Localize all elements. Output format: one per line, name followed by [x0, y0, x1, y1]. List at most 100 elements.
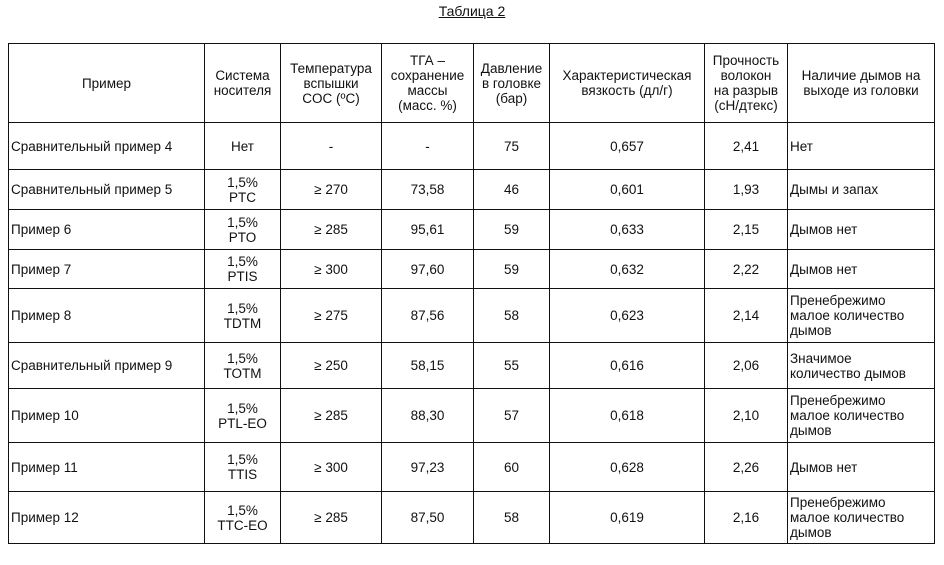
table-row: Пример 71,5%PTIS≥ 30097,60590,6322,22Дым… — [9, 250, 935, 289]
cell-flash-temperature: ≥ 270 — [281, 170, 382, 210]
cell-smoke: Дымов нет — [788, 250, 935, 289]
cell-smoke-line: дымов — [790, 525, 932, 540]
cell-smoke: Дымов нет — [788, 443, 935, 492]
cell-smoke-line: Нет — [790, 139, 932, 154]
cell-strength: 2,22 — [705, 250, 788, 289]
cell-carrier-system-line: 1,5% — [207, 215, 278, 230]
cell-smoke-line: малое количество — [790, 408, 932, 423]
cell-example: Сравнительный пример 5 — [9, 170, 205, 210]
cell-example: Пример 11 — [9, 443, 205, 492]
cell-example: Пример 8 — [9, 289, 205, 343]
cell-smoke-line: Дымы и запах — [790, 182, 932, 197]
cell-example: Сравнительный пример 9 — [9, 343, 205, 389]
cell-flash-temperature: ≥ 285 — [281, 210, 382, 250]
cell-carrier-system-line: TOTM — [207, 366, 278, 381]
cell-pressure: 58 — [474, 289, 550, 343]
cell-viscosity: 0,633 — [550, 210, 705, 250]
cell-smoke-line: Дымов нет — [790, 460, 932, 475]
cell-smoke: Дымы и запах — [788, 170, 935, 210]
cell-pressure: 59 — [474, 210, 550, 250]
cell-pressure: 57 — [474, 389, 550, 443]
cell-carrier-system-line: 1,5% — [207, 401, 278, 416]
header-tga: ТГА –сохранениемассы(масс. %) — [382, 44, 474, 123]
header-row: Пример Системаносителя Температуравспышк… — [9, 44, 935, 123]
cell-strength: 1,93 — [705, 170, 788, 210]
cell-carrier-system-line: 1,5% — [207, 301, 278, 316]
cell-carrier-system: 1,5%PTL-EO — [205, 389, 281, 443]
cell-smoke: Нет — [788, 123, 935, 170]
cell-carrier-system-line: PTL-EO — [207, 416, 278, 431]
cell-tga: 58,15 — [382, 343, 474, 389]
cell-carrier-system: 1,5%TDTM — [205, 289, 281, 343]
cell-smoke-line: Пренебрежимо — [790, 495, 932, 510]
cell-smoke-line: Дымов нет — [790, 262, 932, 277]
cell-viscosity: 0,623 — [550, 289, 705, 343]
cell-strength: 2,06 — [705, 343, 788, 389]
cell-viscosity: 0,619 — [550, 492, 705, 544]
cell-smoke-line: малое количество — [790, 308, 932, 323]
cell-carrier-system: 1,5%PTO — [205, 210, 281, 250]
cell-example: Сравнительный пример 4 — [9, 123, 205, 170]
cell-pressure: 75 — [474, 123, 550, 170]
cell-flash-temperature: ≥ 300 — [281, 443, 382, 492]
cell-smoke-line: малое количество — [790, 510, 932, 525]
cell-flash-temperature: ≥ 285 — [281, 389, 382, 443]
cell-tga: 87,56 — [382, 289, 474, 343]
cell-example: Пример 10 — [9, 389, 205, 443]
table-row: Пример 101,5%PTL-EO≥ 28588,30570,6182,10… — [9, 389, 935, 443]
cell-tga: 73,58 — [382, 170, 474, 210]
cell-example: Пример 7 — [9, 250, 205, 289]
header-carrier-system: Системаносителя — [205, 44, 281, 123]
cell-smoke-line: дымов — [790, 423, 932, 438]
cell-strength: 2,15 — [705, 210, 788, 250]
table-row: Пример 61,5%PTO≥ 28595,61590,6332,15Дымо… — [9, 210, 935, 250]
cell-carrier-system-line: 1,5% — [207, 254, 278, 269]
cell-carrier-system-line: 1,5% — [207, 351, 278, 366]
cell-carrier-system-line: 1,5% — [207, 452, 278, 467]
cell-smoke-line: дымов — [790, 323, 932, 338]
cell-carrier-system: 1,5%PTIS — [205, 250, 281, 289]
cell-carrier-system: 1,5%PTC — [205, 170, 281, 210]
cell-carrier-system-line: PTIS — [207, 269, 278, 284]
cell-tga: 97,23 — [382, 443, 474, 492]
cell-tga: 95,61 — [382, 210, 474, 250]
data-table: Пример Системаносителя Температуравспышк… — [8, 43, 935, 544]
cell-carrier-system-line: 1,5% — [207, 175, 278, 190]
cell-smoke-line: Пренебрежимо — [790, 393, 932, 408]
cell-smoke-line: Дымов нет — [790, 222, 932, 237]
cell-flash-temperature: ≥ 300 — [281, 250, 382, 289]
cell-pressure: 59 — [474, 250, 550, 289]
table-row: Сравнительный пример 51,5%PTC≥ 27073,584… — [9, 170, 935, 210]
cell-viscosity: 0,618 — [550, 389, 705, 443]
cell-strength: 2,10 — [705, 389, 788, 443]
cell-smoke: Пренебрежимомалое количестводымов — [788, 492, 935, 544]
cell-tga: 88,30 — [382, 389, 474, 443]
cell-smoke-line: количество дымов — [790, 366, 932, 381]
cell-smoke: Пренебрежимомалое количестводымов — [788, 289, 935, 343]
cell-smoke-line: Значимое — [790, 351, 932, 366]
cell-strength: 2,16 — [705, 492, 788, 544]
cell-carrier-system-line: PTC — [207, 190, 278, 205]
cell-carrier-system-line: 1,5% — [207, 503, 278, 518]
cell-flash-temperature: - — [281, 123, 382, 170]
table-title: Таблица 2 — [0, 3, 944, 19]
cell-smoke: Дымов нет — [788, 210, 935, 250]
table-body: Сравнительный пример 4Нет--750,6572,41Не… — [9, 123, 935, 544]
cell-strength: 2,14 — [705, 289, 788, 343]
cell-flash-temperature: ≥ 285 — [281, 492, 382, 544]
header-example: Пример — [9, 44, 205, 123]
header-viscosity: Характеристическаявязкость (дл/г) — [550, 44, 705, 123]
cell-flash-temperature: ≥ 250 — [281, 343, 382, 389]
header-flash-temperature: ТемпературавспышкиCOC (ºC) — [281, 44, 382, 123]
cell-strength: 2,41 — [705, 123, 788, 170]
cell-tga: 87,50 — [382, 492, 474, 544]
cell-carrier-system-line: TDTM — [207, 316, 278, 331]
cell-carrier-system: 1,5%TTIS — [205, 443, 281, 492]
cell-smoke: Пренебрежимомалое количестводымов — [788, 389, 935, 443]
cell-viscosity: 0,657 — [550, 123, 705, 170]
table-row: Сравнительный пример 4Нет--750,6572,41Не… — [9, 123, 935, 170]
cell-carrier-system: 1,5%TTC-EO — [205, 492, 281, 544]
cell-strength: 2,26 — [705, 443, 788, 492]
cell-pressure: 58 — [474, 492, 550, 544]
cell-viscosity: 0,616 — [550, 343, 705, 389]
